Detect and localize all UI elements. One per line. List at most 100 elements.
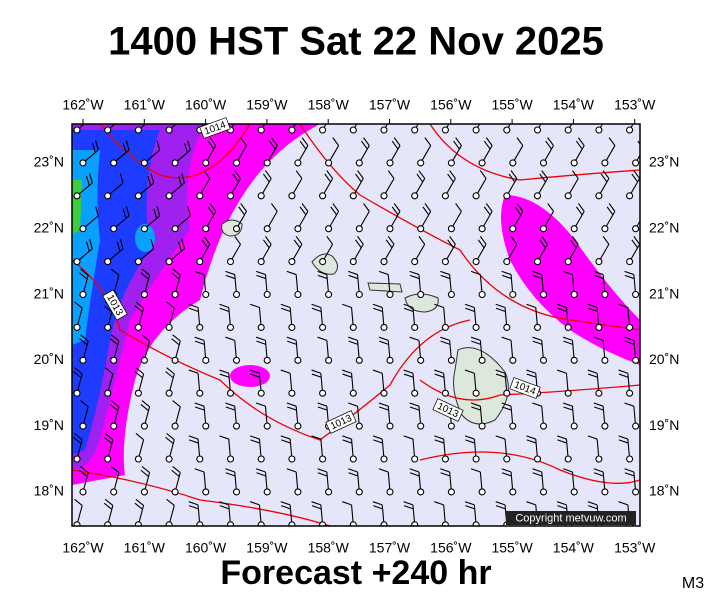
barb-feather — [317, 336, 328, 341]
wind-barb — [434, 435, 449, 463]
barb-station — [503, 323, 511, 331]
barb-shaft — [203, 471, 207, 489]
barb-shaft — [264, 406, 268, 424]
wind-barb — [372, 435, 388, 463]
wind-barb — [134, 433, 145, 463]
barb-station — [447, 422, 455, 430]
barb-station — [196, 455, 204, 463]
barb-feather — [547, 203, 554, 212]
barb-feather — [624, 402, 635, 407]
barb-feather — [187, 140, 191, 151]
barb-feather — [80, 268, 89, 276]
barb-feather — [434, 303, 444, 308]
wind-barb — [472, 124, 487, 134]
barb-feather — [79, 272, 88, 280]
barb-shaft — [109, 248, 124, 261]
barb-feather — [556, 369, 567, 374]
barb-feather — [587, 303, 598, 308]
wind-barb — [533, 235, 548, 266]
barb-shaft — [446, 244, 456, 260]
barb-shaft — [231, 244, 241, 260]
wind-barb — [325, 203, 340, 233]
barb-station — [509, 290, 517, 299]
barb-shaft — [169, 439, 175, 457]
barb-shaft — [421, 211, 432, 227]
wind-barb — [349, 170, 364, 200]
barb-feather — [225, 402, 235, 407]
copyright-box — [506, 511, 636, 525]
barb-feather — [140, 272, 149, 280]
barb-station — [165, 126, 173, 134]
barb-shaft — [258, 439, 262, 457]
barb-shaft — [323, 178, 334, 194]
wind-barb — [280, 435, 296, 463]
barb-shaft — [599, 178, 610, 194]
wind-barb — [348, 402, 363, 430]
lon-label: 158˚W — [308, 540, 350, 556]
wind-barb — [171, 206, 191, 233]
barb-feather — [295, 170, 303, 179]
barb-station — [325, 488, 333, 496]
barb-feather — [317, 274, 328, 280]
barb-station — [104, 323, 112, 331]
barb-feather — [409, 402, 420, 407]
barb-shaft — [84, 215, 99, 228]
barb-feather — [74, 301, 83, 309]
barb-station — [386, 290, 394, 299]
precip-magenta — [230, 365, 270, 387]
barb-feather — [330, 206, 338, 216]
wind-barb — [501, 402, 517, 430]
barb-feather — [181, 239, 185, 249]
barb-feather — [483, 206, 491, 216]
barb-station — [570, 422, 578, 430]
barb-feather — [104, 498, 114, 506]
barb-feather — [391, 206, 399, 216]
barb-feather — [465, 505, 475, 510]
barb-shaft — [326, 471, 329, 489]
wind-barb — [104, 239, 124, 266]
barb-feather — [225, 472, 236, 477]
wind-barb — [434, 303, 449, 331]
wind-barb — [73, 433, 83, 463]
barb-station — [202, 356, 210, 364]
wind-barb — [348, 468, 363, 496]
wind-barb — [294, 137, 309, 167]
barb-station — [380, 455, 388, 463]
barb-feather — [249, 435, 260, 440]
wind-barb — [595, 170, 610, 200]
lon-label: 161˚W — [124, 97, 166, 113]
lon-label: 156˚W — [430, 540, 472, 556]
barb-feather — [455, 137, 462, 146]
barb-feather — [250, 373, 260, 378]
wind-barb — [188, 369, 204, 397]
barb-station — [411, 323, 419, 331]
wind-barb — [403, 303, 419, 331]
wind-barb — [349, 235, 364, 266]
barb-shaft — [175, 406, 181, 424]
barb-feather — [194, 336, 205, 341]
barb-shaft — [78, 182, 93, 195]
wind-barb — [232, 203, 247, 233]
barb-feather — [409, 336, 420, 341]
wind-barb — [441, 124, 456, 134]
barb-station — [601, 488, 609, 496]
barb-feather — [280, 303, 291, 308]
barb-shaft — [262, 124, 272, 128]
wind-barb — [470, 468, 486, 496]
barb-shaft — [109, 124, 124, 129]
barb-shaft — [234, 274, 237, 292]
barb-feather — [471, 406, 481, 411]
barb-shaft — [452, 145, 462, 161]
barb-station — [319, 323, 327, 331]
barb-station — [263, 422, 271, 430]
barb-station — [140, 290, 148, 299]
barb-station — [226, 521, 235, 526]
lon-label: 157˚W — [369, 97, 411, 113]
wind-barb — [226, 235, 241, 266]
barb-shaft — [264, 471, 268, 489]
wind-barb — [378, 336, 394, 364]
barb-feather — [403, 369, 414, 374]
barb-feather — [545, 140, 552, 150]
barb-station — [380, 323, 388, 331]
wind-barb — [501, 468, 517, 496]
